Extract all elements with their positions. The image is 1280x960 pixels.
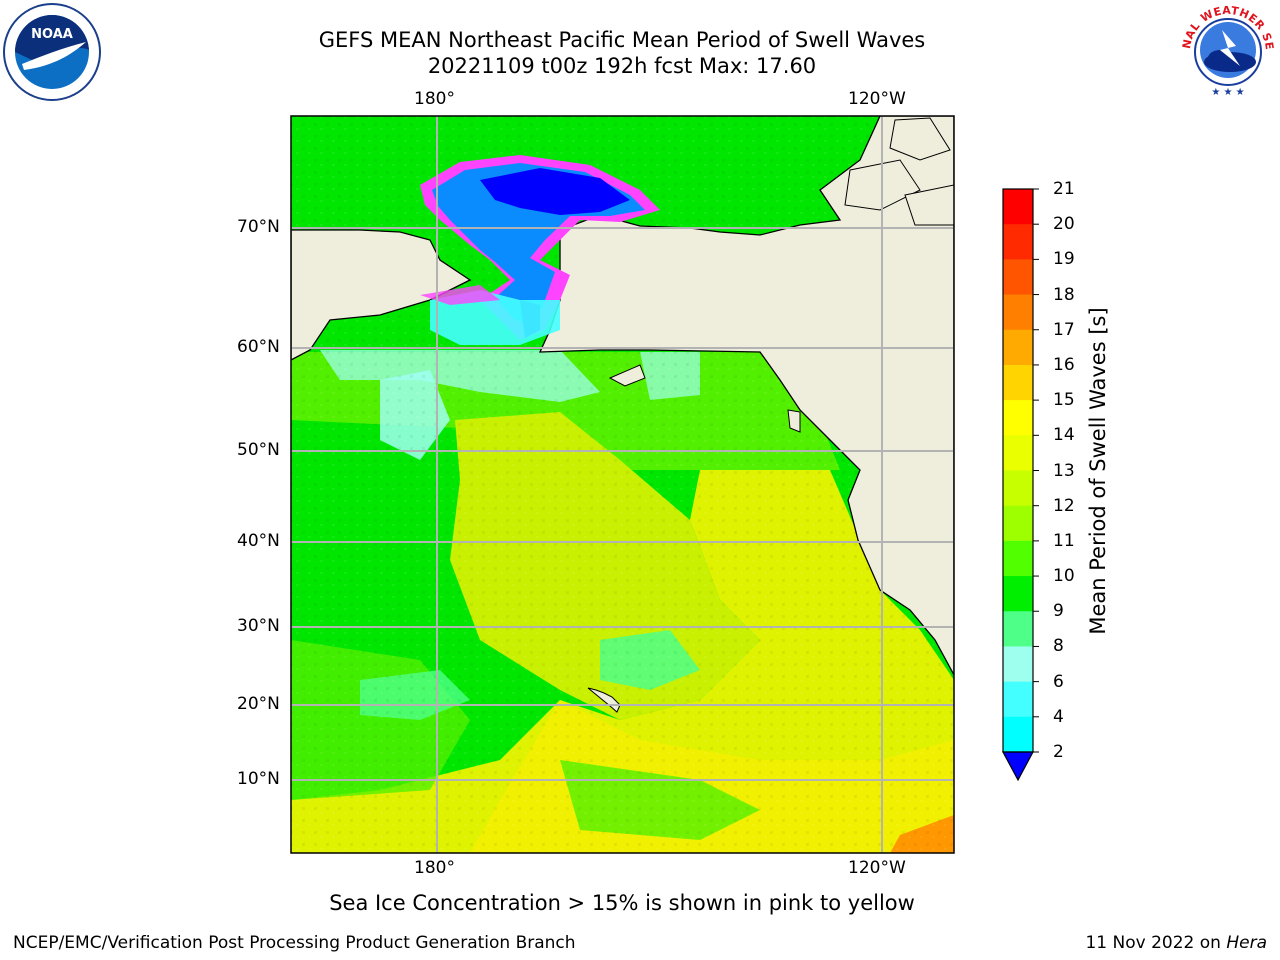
lat-tick-60n: 60°N: [237, 337, 280, 357]
colorbar-tick-label: 19: [1053, 249, 1075, 270]
colorbar-tick-label: 12: [1053, 495, 1075, 516]
ocean-darkblue-arctic: [480, 168, 630, 215]
colorbar-tick-label: 16: [1053, 354, 1075, 375]
colorbar-tick-label: 21: [1053, 179, 1075, 199]
title-line-1: GEFS MEAN Northeast Pacific Mean Period …: [318, 28, 926, 52]
colorbar-tick-label: 4: [1053, 706, 1064, 727]
sea-ice-note: Sea Ice Concentration > 15% is shown in …: [329, 891, 915, 915]
noaa-logo: NOAA: [3, 3, 101, 101]
svg-text:★ ★ ★: ★ ★ ★: [1211, 87, 1244, 98]
noaa-logo-text: NOAA: [31, 27, 73, 42]
colorbar-tick-label: 11: [1053, 530, 1075, 551]
lat-tick-50n: 50°N: [237, 440, 280, 460]
footer-date: 11 Nov 2022 on Hera: [1085, 933, 1267, 953]
lon-tick-bottom-180: 180°: [414, 858, 455, 878]
colorbar-tick-label: 18: [1053, 284, 1075, 305]
lat-tick-10n: 10°N: [237, 769, 280, 789]
lat-tick-70n: 70°N: [237, 217, 280, 237]
lon-tick-top-180: 180°: [414, 89, 455, 109]
footer-host: Hera: [1226, 933, 1267, 953]
lat-tick-30n: 30°N: [237, 616, 280, 636]
footer-branch: NCEP/EMC/Verification Post Processing Pr…: [13, 933, 576, 953]
colorbar-tick-label: 13: [1053, 460, 1075, 481]
colorbar-tick-label: 15: [1053, 390, 1075, 411]
nws-logo: NATIONAL WEATHER SERVICE ★ ★ ★: [1178, 2, 1276, 100]
colorbar-tick-label: 6: [1053, 671, 1064, 692]
colorbar-tick-label: 8: [1053, 636, 1064, 657]
lon-tick-top-120w: 120°W: [848, 89, 906, 109]
title-line-2: 20221109 t00z 192h fcst Max: 17.60: [427, 54, 817, 78]
lon-tick-bottom-120w: 120°W: [848, 858, 906, 878]
colorbar-tick-label: 20: [1053, 214, 1075, 235]
graticule: [291, 116, 954, 853]
colorbar-tick-label: 2: [1053, 742, 1064, 762]
lat-tick-20n: 20°N: [237, 694, 280, 714]
north-america-land: [538, 116, 954, 676]
colorbar-tick-label: 17: [1053, 319, 1075, 340]
lat-tick-40n: 40°N: [237, 531, 280, 551]
chart-title: GEFS MEAN Northeast Pacific Mean Period …: [0, 27, 1244, 79]
colorbar-tick-label: 9: [1053, 601, 1064, 622]
map-border: [290, 115, 955, 854]
colorbar-tick-label: 14: [1053, 425, 1075, 446]
colorbar-tick-label: 10: [1053, 566, 1075, 587]
